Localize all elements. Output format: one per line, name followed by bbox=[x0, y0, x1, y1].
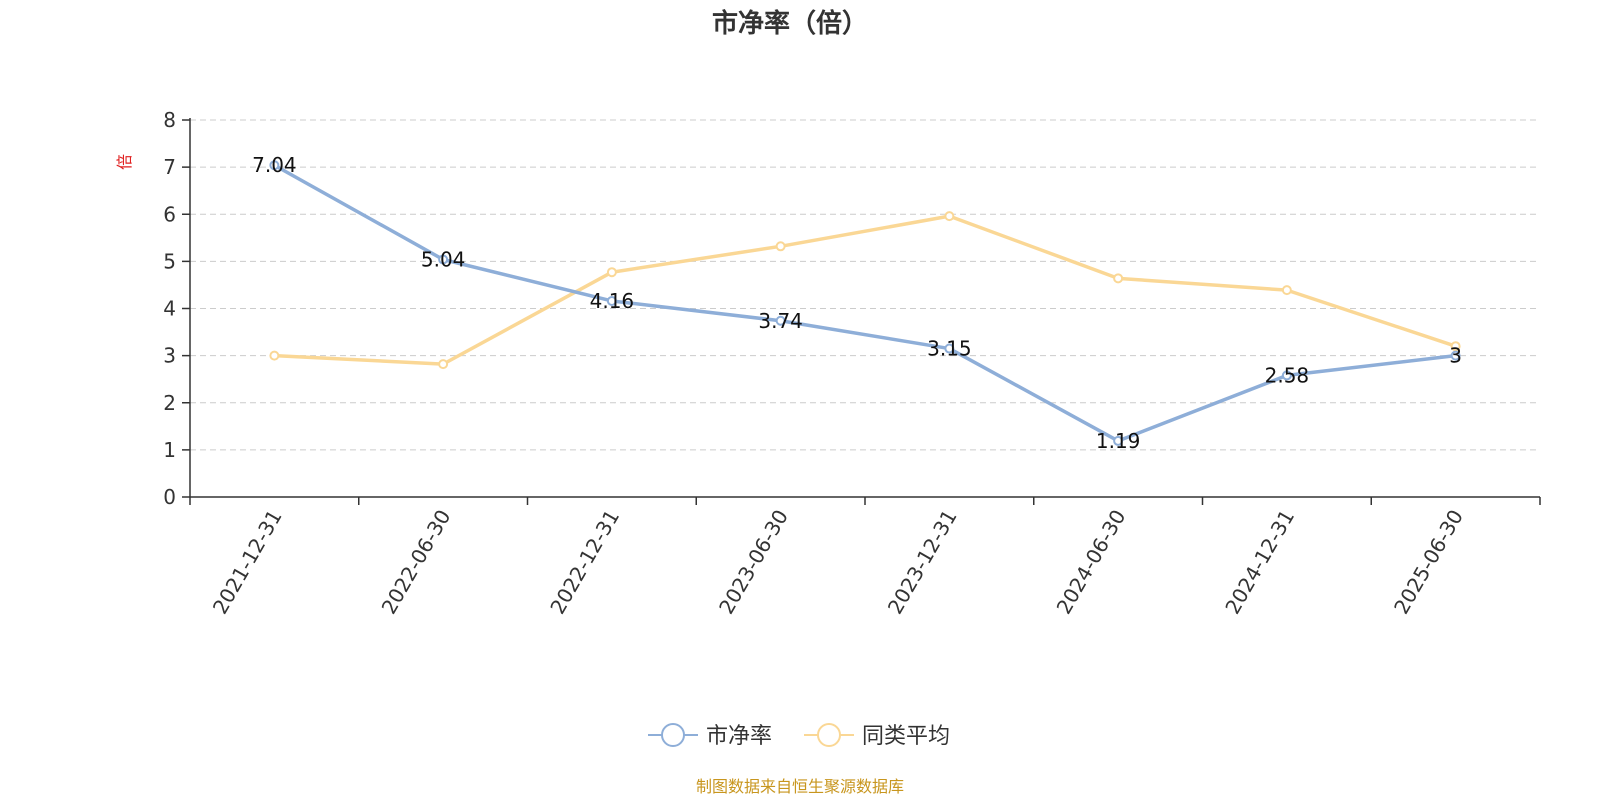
series-0-point-3 bbox=[775, 315, 786, 326]
y-tick-label-4: 4 bbox=[163, 297, 176, 321]
y-tick-label-5: 5 bbox=[163, 249, 176, 273]
data-label-0: 7.04 bbox=[252, 153, 297, 177]
y-tick-label-2: 2 bbox=[163, 391, 176, 415]
y-tick-label-1: 1 bbox=[163, 438, 176, 462]
x-tick-label-6: 2024-12-31 bbox=[1220, 506, 1299, 619]
series-line-1 bbox=[272, 214, 1458, 366]
y-axis-ticks: 0 1 2 3 4 5 6 7 8 bbox=[163, 108, 190, 509]
x-tick-label-5: 2024-06-30 bbox=[1052, 506, 1131, 619]
y-axis-unit: 倍 bbox=[115, 154, 134, 170]
data-label-1: 5.04 bbox=[421, 247, 466, 271]
grid-lines bbox=[190, 119, 1540, 451]
series-0-point-1 bbox=[438, 254, 449, 265]
y-tick-label-7: 7 bbox=[163, 155, 176, 179]
data-label-5: 1.19 bbox=[1096, 429, 1141, 453]
series-0-point-2 bbox=[606, 295, 617, 306]
series-1-point-3 bbox=[775, 241, 786, 252]
series-1-point-1 bbox=[438, 359, 449, 370]
legend-marker-1 bbox=[817, 723, 841, 747]
x-axis-ticks: 2021-12-31 2022-06-30 2022-12-31 2023-06-30… bbox=[189, 497, 1541, 619]
data-label-6: 2.58 bbox=[1265, 363, 1310, 387]
series-1-point-7 bbox=[1450, 341, 1461, 352]
legend-label-1: 同类平均 bbox=[862, 724, 950, 749]
x-tick-label-3: 2023-06-30 bbox=[714, 506, 793, 619]
series-0-point-0 bbox=[269, 160, 280, 171]
series-1-point-0 bbox=[269, 350, 280, 361]
legend-marker-0 bbox=[661, 723, 685, 747]
x-tick-label-7: 2025-06-30 bbox=[1389, 506, 1468, 619]
series-0-point-6 bbox=[1281, 370, 1292, 381]
data-label-4: 3.15 bbox=[927, 337, 972, 361]
legend[interactable]: 市净率 同类平均 bbox=[648, 723, 950, 749]
y-tick-label-0: 0 bbox=[163, 485, 176, 509]
x-tick-label-1: 2022-06-30 bbox=[377, 506, 456, 619]
series-0-point-7 bbox=[1450, 350, 1461, 361]
x-tick-label-4: 2023-12-31 bbox=[883, 506, 962, 619]
series-layer bbox=[269, 160, 1461, 446]
data-labels: 7.04 5.04 4.16 3.74 3.15 1.19 2.58 3 bbox=[252, 153, 1462, 453]
series-1-point-2 bbox=[606, 267, 617, 278]
legend-label-0: 市净率 bbox=[706, 724, 772, 749]
y-tick-label-8: 8 bbox=[163, 108, 176, 132]
data-label-3: 3.74 bbox=[758, 309, 803, 333]
data-label-2: 4.16 bbox=[590, 289, 635, 313]
series-line-0 bbox=[272, 163, 1458, 443]
source-note: 制图数据来自恒生聚源数据库 bbox=[696, 777, 904, 796]
series-1-point-4 bbox=[944, 211, 955, 222]
x-tick-label-0: 2021-12-31 bbox=[208, 506, 287, 619]
series-0-point-5 bbox=[1113, 435, 1124, 446]
chart-title: 市净率（倍） bbox=[712, 8, 868, 39]
series-1-point-5 bbox=[1113, 273, 1124, 284]
data-label-7: 3 bbox=[1449, 344, 1462, 368]
series-1-point-6 bbox=[1281, 285, 1292, 296]
y-tick-label-6: 6 bbox=[163, 202, 176, 226]
x-tick-label-2: 2022-12-31 bbox=[545, 506, 624, 619]
y-tick-label-3: 3 bbox=[163, 344, 176, 368]
series-0-point-4 bbox=[944, 343, 955, 354]
